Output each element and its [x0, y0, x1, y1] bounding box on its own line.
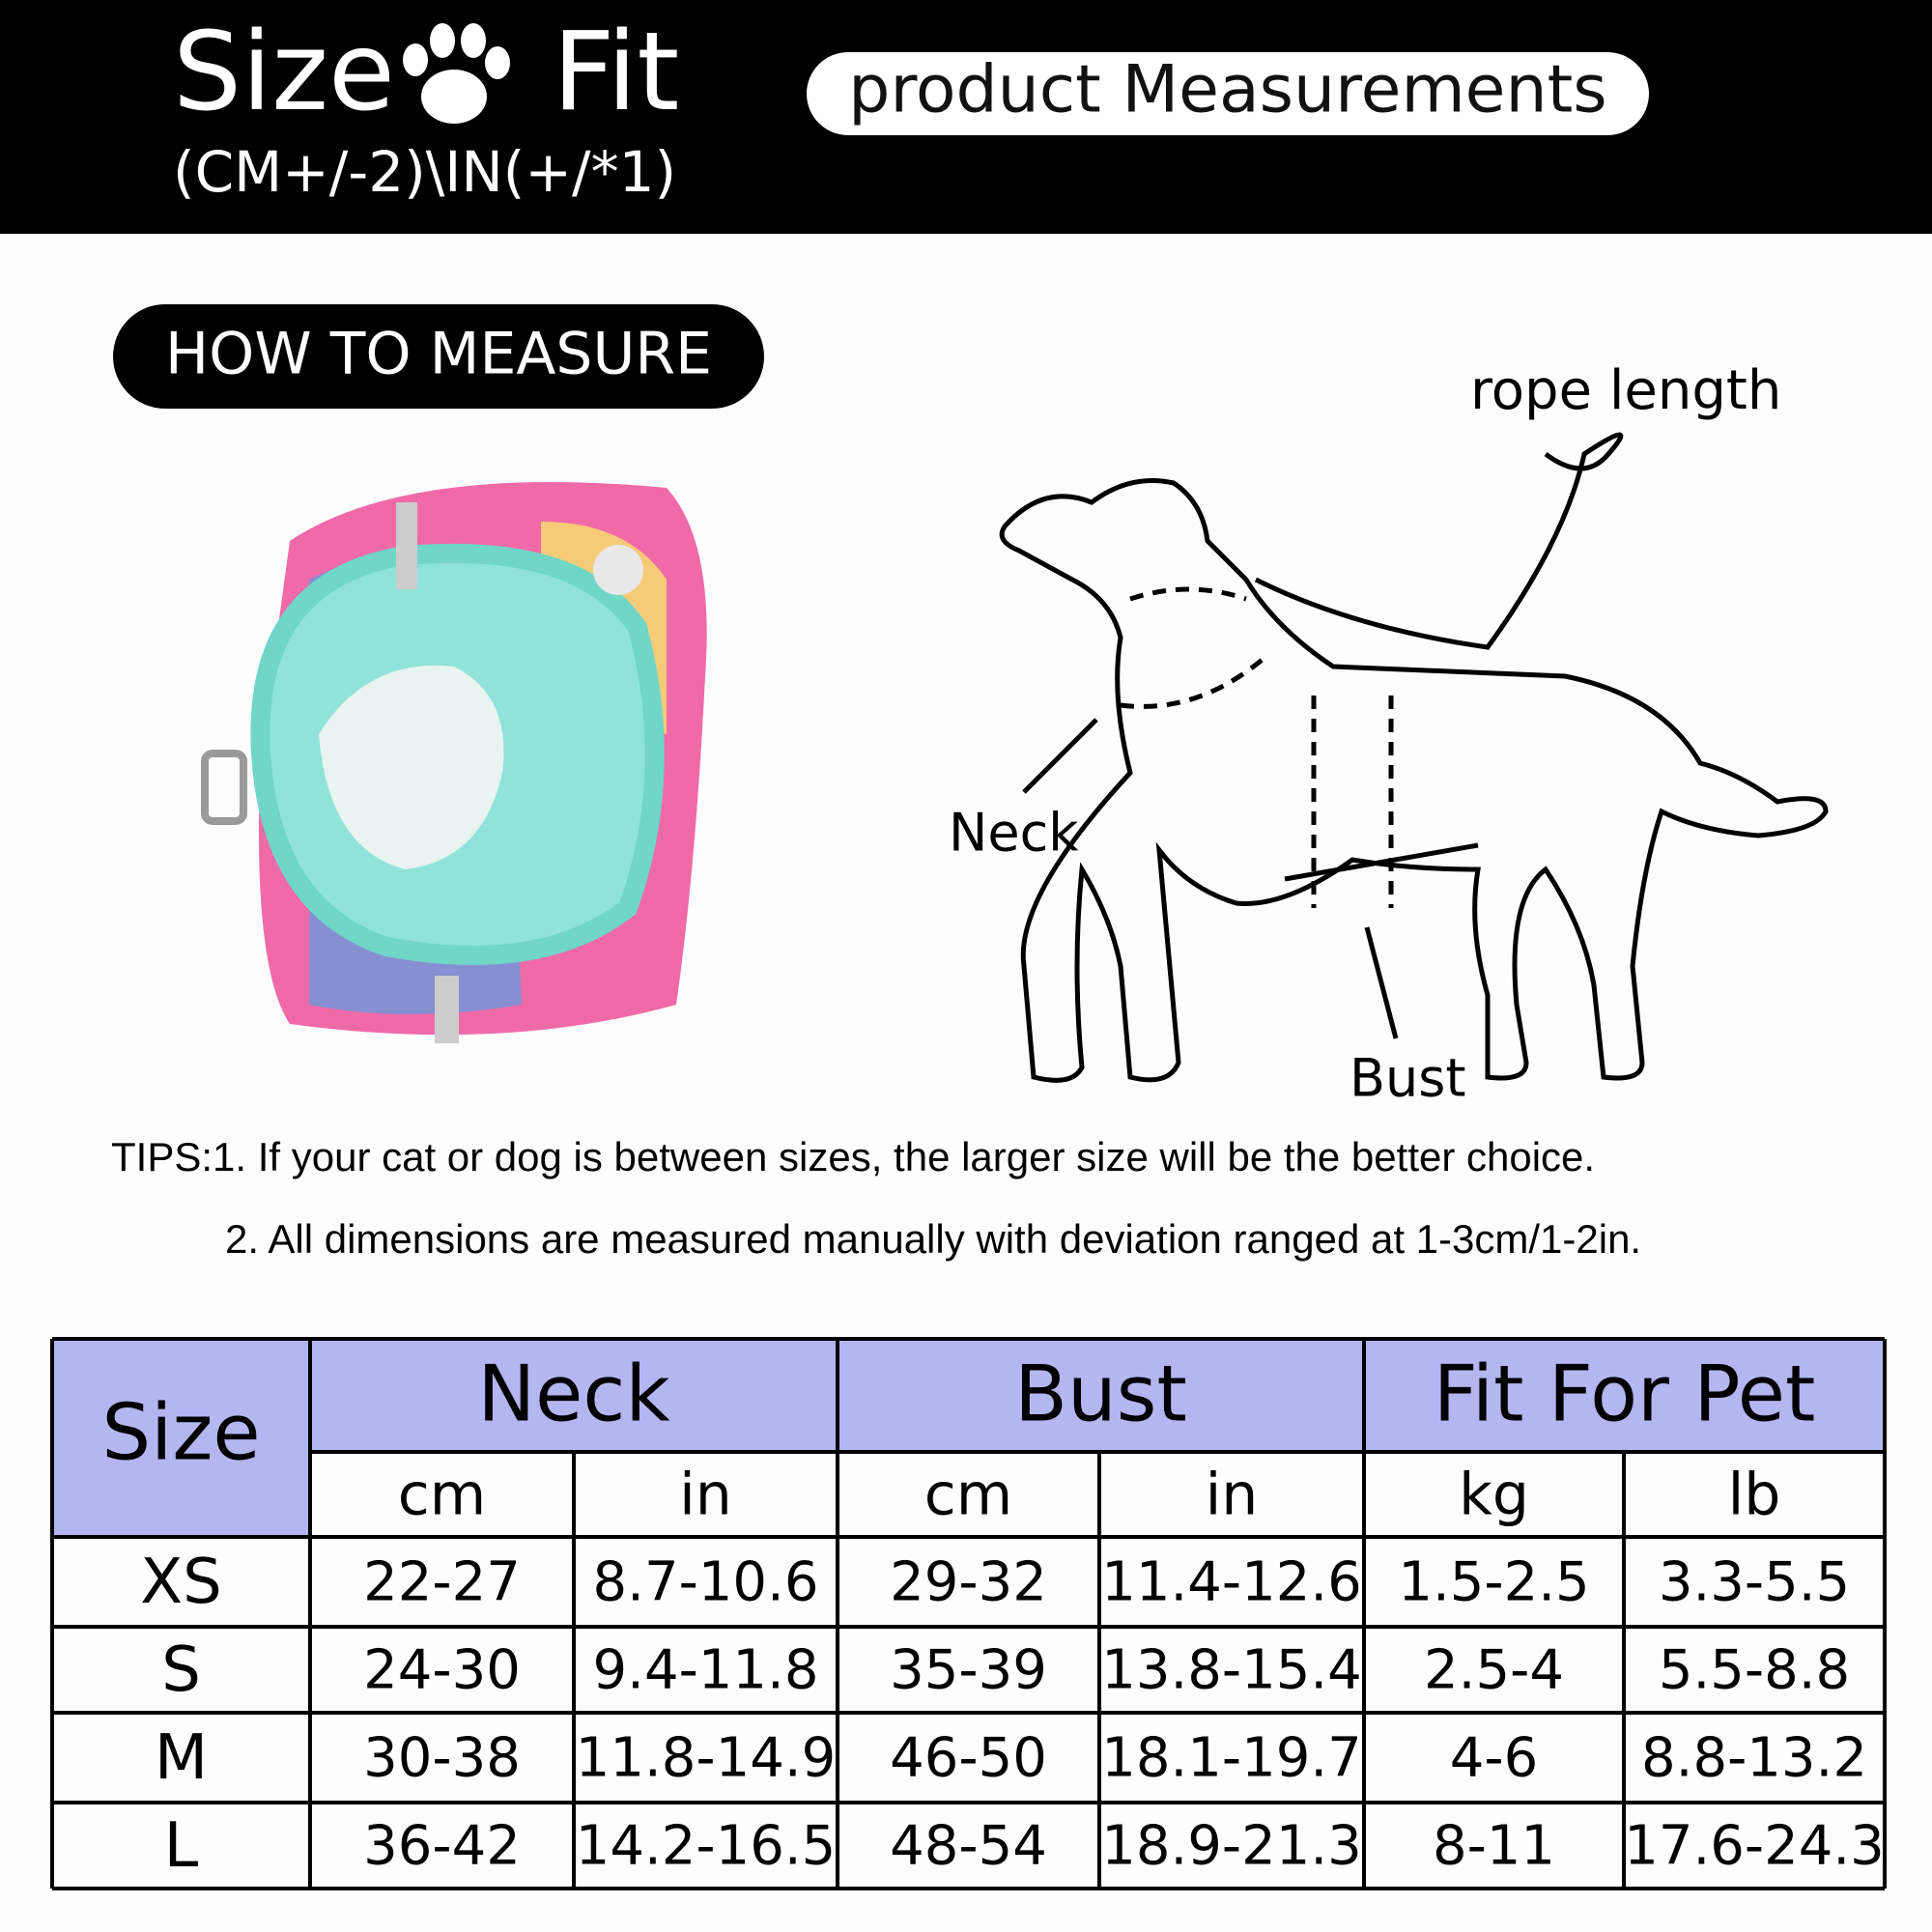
size-header: Size — [101, 1387, 260, 1477]
section-pill — [113, 304, 764, 409]
cell: 9.4-11.8 — [593, 1639, 819, 1702]
cell: 4-6 — [1450, 1727, 1538, 1790]
cell: 22-27 — [363, 1551, 521, 1614]
paw-icon — [403, 23, 510, 124]
unit-header: in — [679, 1462, 732, 1529]
size-cell: M — [155, 1722, 208, 1794]
cell: 17.6-24.3 — [1624, 1815, 1885, 1878]
group-header: Neck — [477, 1349, 670, 1438]
unit-header: lb — [1728, 1462, 1781, 1529]
cell: 3.3-5.5 — [1659, 1551, 1850, 1614]
tolerance: (CM+/-2)\IN(+/*1) — [173, 139, 676, 205]
cell: 8.7-10.6 — [593, 1551, 819, 1614]
title-left: Size — [173, 10, 395, 135]
size-cell: S — [161, 1634, 201, 1706]
harness-illustration — [201, 482, 707, 1043]
group-header: Fit For Pet — [1434, 1349, 1816, 1438]
cell: 11.4-12.6 — [1101, 1551, 1362, 1614]
cell: 30-38 — [363, 1727, 521, 1790]
rope-label: rope length — [1470, 359, 1781, 422]
section-title: HOW TO MEASURE — [165, 321, 712, 388]
cell: 8.8-13.2 — [1641, 1727, 1867, 1790]
unit-header: kg — [1459, 1462, 1529, 1529]
size-cell: XS — [140, 1547, 221, 1618]
unit-header: cm — [924, 1462, 1012, 1529]
cell: 5.5-8.8 — [1659, 1639, 1850, 1702]
tip: TIPS:1. If your cat or dog is between si… — [111, 1134, 1595, 1179]
unit-header: in — [1206, 1462, 1259, 1529]
cell: 2.5-4 — [1424, 1639, 1564, 1702]
cell: 13.8-15.4 — [1101, 1639, 1362, 1702]
cell: 18.9-21.3 — [1101, 1815, 1362, 1878]
cell: 29-32 — [890, 1551, 1047, 1614]
cell: 18.1-19.7 — [1101, 1727, 1362, 1790]
cell: 8-11 — [1433, 1815, 1555, 1878]
cell: 36-42 — [363, 1815, 521, 1878]
neck-label: Neck — [949, 803, 1079, 864]
tip: 2. All dimensions are measured manually … — [225, 1216, 1641, 1262]
size-header-cell — [52, 1339, 310, 1537]
cell: 24-30 — [363, 1639, 521, 1702]
unit-header: cm — [398, 1462, 486, 1529]
badge — [807, 52, 1649, 135]
size-cell: L — [164, 1810, 199, 1882]
cell: 48-54 — [890, 1815, 1047, 1878]
cell: 1.5-2.5 — [1398, 1551, 1589, 1614]
cell: 14.2-16.5 — [576, 1815, 837, 1878]
badge-text: product Measurements — [848, 52, 1606, 128]
bust-label: Bust — [1350, 1048, 1466, 1109]
title-right: Fit — [553, 10, 679, 135]
dog-outline — [999, 432, 1829, 1083]
cell: 35-39 — [890, 1639, 1047, 1702]
group-header-row — [310, 1339, 1885, 1452]
cell: 11.8-14.9 — [576, 1727, 837, 1790]
cell: 46-50 — [890, 1727, 1047, 1790]
group-header: Bust — [1014, 1349, 1187, 1438]
